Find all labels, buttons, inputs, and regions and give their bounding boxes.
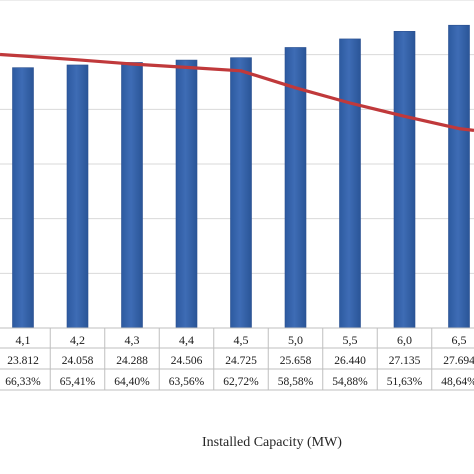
- bar-4-5: [230, 57, 252, 329]
- x-tick-label: 5,0: [288, 333, 303, 347]
- line-value-label: 54,88%: [332, 376, 368, 388]
- line-value-label: 65,41%: [60, 376, 96, 388]
- data-table: 4,1 4,2 4,3 4,4 4,5 5,0 5,5 6,0 6,5 23.812 24.058 2…: [0, 327, 474, 391]
- line-value-label: 62,72%: [223, 376, 259, 388]
- x-tick-label: 5,5: [343, 333, 358, 347]
- x-tick-label: 4,3: [125, 333, 140, 347]
- line-value-label: 58,58%: [278, 376, 314, 388]
- bar-4-1: [12, 67, 34, 329]
- line-value-label: 66,33%: [5, 376, 41, 388]
- x-tick-label: 4,5: [234, 333, 249, 347]
- x-tick-label: 6,0: [397, 333, 412, 347]
- bar-value-label: 25.658: [280, 355, 312, 367]
- bar-value-label: 27.135: [389, 355, 421, 367]
- bar-value-label: 27.694: [443, 355, 474, 367]
- x-tick-label: 4,1: [16, 333, 31, 347]
- line-value-label: 51,63%: [387, 376, 423, 388]
- x-axis-title: Installed Capacity (MW): [202, 435, 342, 450]
- bar-value-label: 24.288: [116, 355, 148, 367]
- line-value-label: 63,56%: [169, 376, 205, 388]
- bar-value-label: 23.812: [7, 355, 39, 367]
- bar-value-label: 24.506: [171, 355, 203, 367]
- x-tick-label: 4,4: [179, 333, 194, 347]
- bar-4-3: [121, 62, 143, 329]
- bar-4-2: [66, 64, 89, 329]
- bar-6-5: [448, 24, 470, 329]
- bar-4-4: [175, 59, 198, 329]
- x-tick-label: 4,2: [70, 333, 85, 347]
- bar-6-0: [393, 31, 416, 329]
- line-value-label: 48,64%: [441, 376, 474, 388]
- line-value-label: 64,40%: [114, 376, 150, 388]
- bar-value-label: 24.058: [62, 355, 94, 367]
- bar-value-label: 24.725: [225, 355, 257, 367]
- line-series: [0, 52, 474, 132]
- x-tick-label: 6,5: [452, 333, 467, 347]
- bar-5-5: [339, 38, 361, 329]
- bar-value-label: 26.440: [334, 355, 366, 367]
